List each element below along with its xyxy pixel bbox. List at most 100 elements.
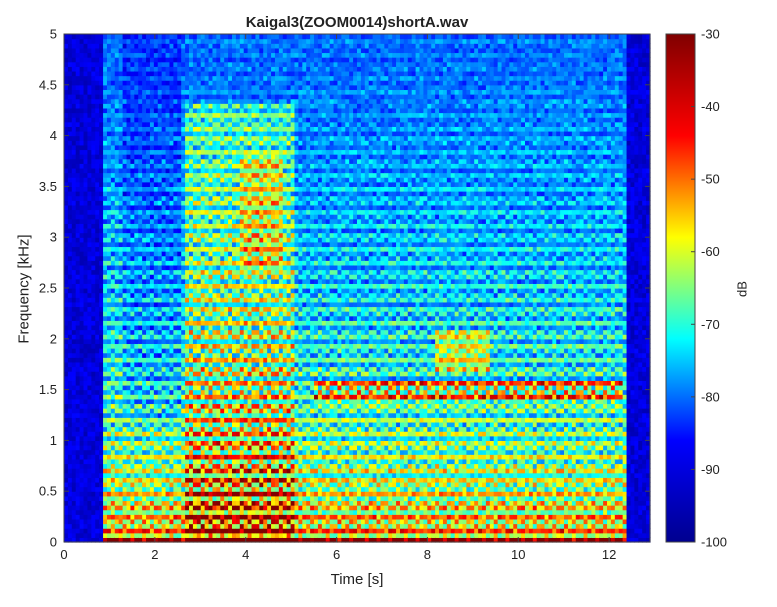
heatmap-cell — [200, 292, 206, 298]
heatmap-cell — [177, 514, 182, 520]
heatmap-cell — [200, 403, 206, 409]
heatmap-cell — [114, 445, 120, 451]
heatmap-cell — [177, 158, 182, 164]
heatmap-cell — [200, 209, 206, 215]
heatmap-cell — [200, 70, 206, 77]
heatmap-cell — [173, 89, 178, 95]
heatmap-cell — [204, 454, 210, 460]
heatmap-cell — [185, 301, 190, 308]
heatmap-cell — [220, 495, 225, 502]
heatmap-cell — [196, 320, 202, 326]
heatmap-cell — [204, 172, 210, 178]
heatmap-cell — [126, 458, 132, 465]
heatmap-cell — [189, 149, 194, 155]
heatmap-cell — [196, 348, 202, 354]
heatmap-cell — [79, 94, 85, 100]
heatmap-cell — [75, 117, 81, 123]
heatmap-cell — [75, 200, 81, 206]
heatmap-cell — [91, 528, 96, 534]
heatmap-cell — [87, 412, 92, 418]
heatmap-cell — [204, 518, 210, 525]
heatmap-cell — [118, 320, 124, 326]
heatmap-cell — [192, 163, 198, 169]
heatmap-cell — [224, 431, 229, 437]
heatmap-cell — [200, 232, 206, 238]
heatmap-cell — [173, 163, 178, 169]
heatmap-cell — [75, 140, 81, 146]
heatmap-cell — [200, 251, 206, 257]
heatmap-cell — [75, 297, 81, 303]
heatmap-cell — [126, 89, 132, 95]
heatmap-cell — [165, 264, 171, 271]
heatmap-cell — [165, 449, 171, 455]
heatmap-cell — [99, 431, 104, 437]
heatmap-cell — [138, 495, 143, 502]
heatmap-cell — [83, 334, 89, 340]
heatmap-cell — [99, 523, 104, 529]
heatmap-cell — [99, 57, 104, 63]
heatmap-cell — [95, 426, 100, 432]
heatmap-cell — [200, 167, 206, 174]
heatmap-cell — [208, 523, 214, 529]
heatmap-cell — [75, 398, 81, 405]
heatmap-cell — [138, 89, 143, 95]
heatmap-cell — [114, 329, 120, 335]
heatmap-cell — [79, 500, 85, 506]
heatmap-cell — [161, 232, 167, 238]
heatmap-cell — [67, 334, 73, 340]
heatmap-cell — [157, 348, 163, 354]
heatmap-cell — [212, 384, 217, 391]
heatmap-cell — [181, 324, 186, 331]
heatmap-cell — [149, 537, 155, 543]
heatmap-cell — [71, 112, 77, 118]
heatmap-cell — [138, 264, 143, 271]
heatmap-cell — [142, 181, 147, 187]
heatmap-cell — [196, 431, 202, 437]
heatmap-cell — [91, 403, 96, 409]
heatmap-cell — [110, 223, 116, 229]
heatmap-cell — [181, 163, 186, 169]
heatmap-cell — [83, 57, 89, 63]
heatmap-cell — [177, 264, 182, 271]
heatmap-cell — [110, 154, 116, 160]
heatmap-cell — [192, 144, 198, 151]
heatmap-cell — [146, 352, 151, 358]
heatmap-cell — [177, 334, 182, 340]
heatmap-cell — [177, 329, 182, 335]
heatmap-cell — [146, 269, 151, 275]
heatmap-cell — [134, 371, 139, 377]
heatmap-cell — [103, 384, 108, 391]
heatmap-cell — [118, 144, 124, 151]
heatmap-cell — [91, 251, 96, 257]
heatmap-cell — [106, 537, 112, 543]
heatmap-cell — [200, 311, 206, 317]
heatmap-cell — [126, 246, 132, 252]
heatmap-cell — [189, 514, 194, 520]
heatmap-cell — [212, 417, 217, 423]
heatmap-cell — [228, 412, 233, 418]
heatmap-cell — [146, 421, 151, 428]
heatmap-cell — [228, 255, 233, 261]
heatmap-cell — [153, 357, 159, 363]
heatmap-cell — [224, 320, 229, 326]
heatmap-cell — [83, 89, 89, 95]
heatmap-cell — [138, 532, 143, 538]
heatmap-cell — [216, 149, 221, 155]
heatmap-cell — [99, 288, 104, 294]
heatmap-cell — [122, 269, 128, 275]
heatmap-cell — [216, 334, 221, 340]
heatmap-cell — [216, 237, 221, 243]
heatmap-cell — [122, 223, 128, 229]
heatmap-cell — [122, 154, 128, 160]
heatmap-cell — [146, 163, 151, 169]
heatmap-cell — [138, 371, 143, 377]
heatmap-cell — [87, 403, 92, 409]
heatmap-cell — [216, 435, 221, 441]
heatmap-cell — [231, 112, 237, 118]
heatmap-cell — [110, 514, 116, 520]
heatmap-cell — [216, 477, 221, 483]
heatmap-cell — [177, 172, 182, 178]
heatmap-cell — [110, 458, 116, 465]
heatmap-cell — [224, 338, 229, 345]
heatmap-cell — [134, 89, 139, 95]
